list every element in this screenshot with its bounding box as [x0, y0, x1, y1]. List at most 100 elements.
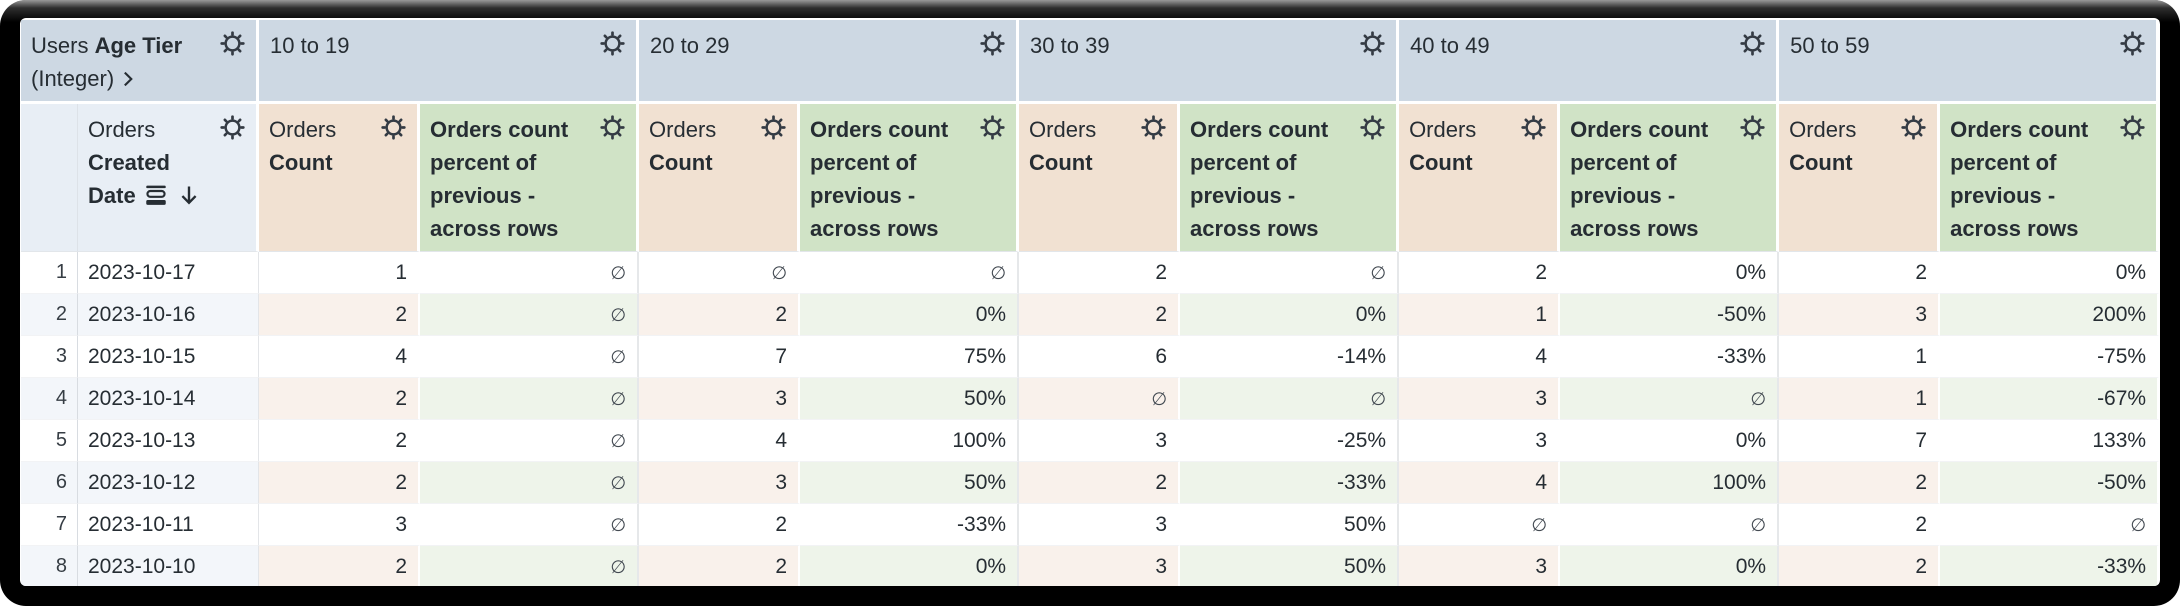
percent-cell[interactable]: ∅ [420, 420, 640, 462]
pivot-header-50-to-59[interactable]: 50 to 59 [1779, 20, 2160, 104]
percent-cell[interactable]: -67% [1940, 378, 2160, 420]
date-cell[interactable]: 2023-10-15 [78, 336, 260, 378]
count-cell[interactable]: 3 [639, 378, 801, 420]
percent-cell[interactable]: -50% [1560, 294, 1780, 336]
gear-icon[interactable] [599, 114, 626, 141]
count-cell[interactable]: 4 [1399, 462, 1561, 504]
percent-cell[interactable]: ∅ [420, 504, 640, 546]
orders-count-header[interactable]: Orders Count [639, 104, 801, 252]
gear-icon[interactable] [979, 114, 1006, 141]
pivot-field-corner-header[interactable]: Users Age Tier (Integer) [21, 20, 260, 104]
count-cell[interactable]: 2 [639, 504, 801, 546]
percent-cell[interactable]: 0% [1560, 420, 1780, 462]
date-cell[interactable]: 2023-10-16 [78, 294, 260, 336]
percent-cell[interactable]: ∅ [420, 462, 640, 504]
percent-cell[interactable]: ∅ [800, 252, 1020, 294]
gear-icon[interactable] [219, 114, 246, 141]
gear-icon[interactable] [979, 30, 1006, 57]
count-cell[interactable]: 1 [1779, 336, 1941, 378]
count-cell[interactable]: 2 [259, 378, 421, 420]
percent-cell[interactable]: -50% [1940, 462, 2160, 504]
date-cell[interactable]: 2023-10-11 [78, 504, 260, 546]
percent-cell[interactable]: -33% [1180, 462, 1400, 504]
count-cell[interactable]: 4 [1399, 336, 1561, 378]
percent-cell[interactable]: ∅ [420, 252, 640, 294]
count-cell[interactable]: 2 [1019, 462, 1181, 504]
count-cell[interactable]: 3 [1019, 420, 1181, 462]
count-cell[interactable]: 3 [259, 504, 421, 546]
count-cell[interactable]: 1 [1779, 378, 1941, 420]
count-cell[interactable]: 2 [639, 546, 801, 586]
gear-icon[interactable] [2119, 114, 2146, 141]
percent-cell[interactable]: -33% [800, 504, 1020, 546]
gear-icon[interactable] [1140, 114, 1167, 141]
percent-cell[interactable]: ∅ [1180, 378, 1400, 420]
percent-cell[interactable]: 100% [800, 420, 1020, 462]
percent-cell[interactable]: -14% [1180, 336, 1400, 378]
count-cell[interactable]: 3 [639, 462, 801, 504]
percent-cell[interactable]: ∅ [420, 546, 640, 586]
count-cell[interactable]: 3 [1399, 546, 1561, 586]
date-cell[interactable]: 2023-10-13 [78, 420, 260, 462]
percent-cell[interactable]: 0% [1180, 294, 1400, 336]
orders-count-header[interactable]: Orders Count [1399, 104, 1561, 252]
count-cell[interactable]: 6 [1019, 336, 1181, 378]
count-cell[interactable]: 2 [259, 420, 421, 462]
gear-icon[interactable] [1900, 114, 1927, 141]
percent-of-previous-header[interactable]: Orders count percent of previous - acros… [420, 104, 640, 252]
count-cell[interactable]: 2 [1019, 294, 1181, 336]
chevron-right-icon[interactable] [116, 67, 140, 91]
percent-cell[interactable]: 50% [1180, 504, 1400, 546]
count-cell[interactable]: 2 [639, 294, 801, 336]
percent-cell[interactable]: 100% [1560, 462, 1780, 504]
percent-cell[interactable]: 200% [1940, 294, 2160, 336]
count-cell[interactable]: ∅ [639, 252, 801, 294]
gear-icon[interactable] [380, 114, 407, 141]
percent-of-previous-header[interactable]: Orders count percent of previous - acros… [1940, 104, 2160, 252]
count-cell[interactable]: 1 [259, 252, 421, 294]
pivot-header-20-to-29[interactable]: 20 to 29 [639, 20, 1020, 104]
percent-cell[interactable]: 75% [800, 336, 1020, 378]
gear-icon[interactable] [219, 30, 246, 57]
gear-icon[interactable] [599, 30, 626, 57]
percent-cell[interactable]: ∅ [1560, 378, 1780, 420]
percent-cell[interactable]: 0% [1940, 252, 2160, 294]
percent-cell[interactable]: ∅ [1940, 504, 2160, 546]
count-cell[interactable]: 2 [1019, 252, 1181, 294]
pivot-header-10-to-19[interactable]: 10 to 19 [259, 20, 640, 104]
count-cell[interactable]: 3 [1399, 378, 1561, 420]
percent-of-previous-header[interactable]: Orders count percent of previous - acros… [1560, 104, 1780, 252]
percent-of-previous-header[interactable]: Orders count percent of previous - acros… [1180, 104, 1400, 252]
count-cell[interactable]: 7 [639, 336, 801, 378]
count-cell[interactable]: 3 [1779, 294, 1941, 336]
gear-icon[interactable] [1739, 30, 1766, 57]
pivot-header-40-to-49[interactable]: 40 to 49 [1399, 20, 1780, 104]
percent-cell[interactable]: 133% [1940, 420, 2160, 462]
percent-of-previous-header[interactable]: Orders count percent of previous - acros… [800, 104, 1020, 252]
gear-icon[interactable] [1520, 114, 1547, 141]
count-cell[interactable]: 2 [1779, 546, 1941, 586]
count-cell[interactable]: ∅ [1019, 378, 1181, 420]
percent-cell[interactable]: -25% [1180, 420, 1400, 462]
percent-cell[interactable]: ∅ [1180, 252, 1400, 294]
gear-icon[interactable] [1359, 30, 1386, 57]
percent-cell[interactable]: 50% [1180, 546, 1400, 586]
orders-count-header[interactable]: Orders Count [1779, 104, 1941, 252]
percent-cell[interactable]: 0% [800, 546, 1020, 586]
count-cell[interactable]: 7 [1779, 420, 1941, 462]
percent-cell[interactable]: 50% [800, 378, 1020, 420]
count-cell[interactable]: 2 [259, 462, 421, 504]
percent-cell[interactable]: ∅ [420, 336, 640, 378]
count-cell[interactable]: 3 [1399, 420, 1561, 462]
gear-icon[interactable] [760, 114, 787, 141]
pivot-header-30-to-39[interactable]: 30 to 39 [1019, 20, 1400, 104]
percent-cell[interactable]: ∅ [420, 378, 640, 420]
count-cell[interactable]: 3 [1019, 546, 1181, 586]
percent-cell[interactable]: ∅ [420, 294, 640, 336]
percent-cell[interactable]: 0% [1560, 252, 1780, 294]
percent-cell[interactable]: 50% [800, 462, 1020, 504]
date-cell[interactable]: 2023-10-14 [78, 378, 260, 420]
count-cell[interactable]: 2 [1399, 252, 1561, 294]
percent-cell[interactable]: 0% [1560, 546, 1780, 586]
date-column-header[interactable]: Orders Created Date [78, 104, 260, 252]
